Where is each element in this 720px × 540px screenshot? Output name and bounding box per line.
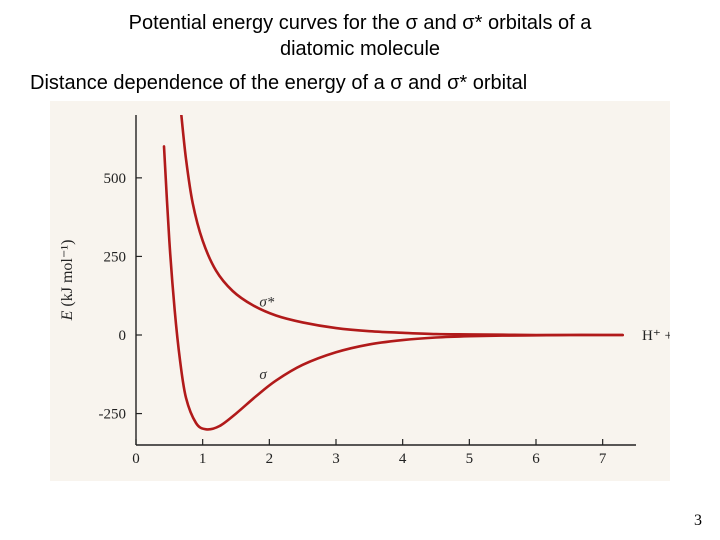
x-tick-label: 2 — [266, 451, 274, 467]
y-tick-label: 500 — [104, 171, 127, 187]
slide-title: Potential energy curves for the σ and σ*… — [0, 0, 720, 62]
sigma-label: σ — [259, 367, 267, 383]
curve-sigma — [164, 146, 623, 429]
sigma-star-label: σ* — [259, 295, 274, 311]
page-number: 3 — [694, 512, 702, 530]
title-line-1: Potential energy curves for the σ and σ*… — [129, 12, 592, 34]
x-tick-label: 6 — [532, 451, 540, 467]
x-tick-label: 3 — [332, 451, 340, 467]
x-tick-label: 5 — [466, 451, 474, 467]
title-line-2: diatomic molecule — [280, 38, 440, 60]
y-tick-label: 250 — [104, 249, 127, 265]
potential-energy-chart: -250 0 250 500 0 1 2 3 4 5 6 7 E (kJ mol⁻¹) H⁺ + H σ σ* — [50, 101, 670, 481]
y-axis-label: E (kJ mol⁻¹) — [59, 240, 76, 322]
x-tick-label: 0 — [132, 451, 140, 467]
chart-svg: -250 0 250 500 0 1 2 3 4 5 6 7 E (kJ mol⁻¹) H⁺ + H σ σ* — [50, 101, 670, 481]
y-tick-label: 0 — [119, 328, 127, 344]
dissociation-label: H⁺ + H — [642, 328, 670, 344]
curve-sigma-star — [181, 115, 622, 335]
y-tick-label: -250 — [99, 407, 127, 423]
x-tick-label: 7 — [599, 451, 607, 467]
x-tick-label: 4 — [399, 451, 407, 467]
slide-subtitle: Distance dependence of the energy of a σ… — [0, 62, 720, 101]
x-tick-label: 1 — [199, 451, 207, 467]
subtitle-text: Distance dependence of the energy of a σ… — [30, 72, 527, 94]
